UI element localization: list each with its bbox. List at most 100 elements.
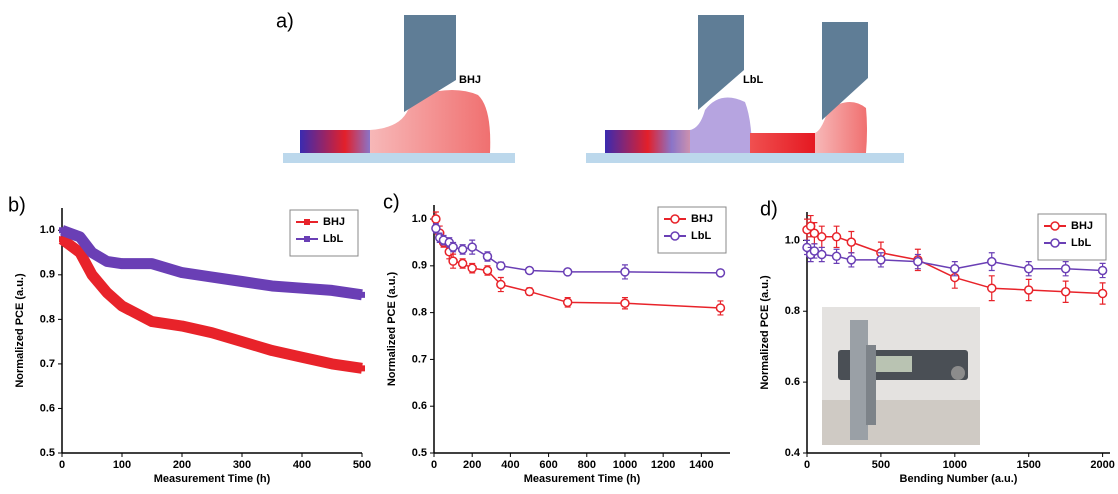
marker [209, 274, 215, 281]
marker [329, 287, 335, 294]
x-tick-label: 1200 [651, 459, 675, 471]
x-tick-label: 2000 [1090, 459, 1114, 471]
marker [1023, 263, 1034, 274]
x-tick-label: 500 [872, 459, 890, 471]
x-tick-label: 100 [113, 459, 131, 471]
marker [65, 229, 71, 236]
y-tick-label: 0.7 [40, 358, 55, 370]
panel-label: c) [383, 191, 400, 213]
film [750, 133, 825, 153]
marker [104, 258, 110, 265]
y-tick-label: 0.9 [40, 269, 55, 281]
substrate [283, 153, 515, 163]
marker [1060, 263, 1071, 274]
y-tick-label: 0.6 [40, 402, 55, 414]
marker [620, 298, 630, 309]
marker [524, 265, 535, 276]
legend-label: BHJ [323, 216, 345, 228]
marker [77, 233, 83, 240]
marker [1060, 286, 1071, 297]
y-tick-label: 0.8 [412, 307, 427, 319]
marker [179, 269, 185, 276]
x-tick-label: 400 [501, 459, 519, 471]
marker [149, 318, 155, 325]
marker [496, 279, 506, 290]
marker [89, 249, 95, 256]
legend-marker [670, 214, 680, 224]
x-tick-label: 800 [578, 459, 596, 471]
marker [359, 291, 365, 298]
marker [329, 360, 335, 367]
marker [448, 242, 458, 252]
x-tick-label: 0 [431, 459, 437, 471]
marker [846, 237, 857, 247]
marker [65, 240, 71, 247]
marker [179, 323, 185, 330]
marker [715, 268, 726, 278]
marker [467, 242, 477, 252]
marker [809, 228, 820, 239]
y-tick-label: 0.9 [412, 260, 427, 272]
marker [448, 256, 458, 266]
blade [404, 15, 456, 112]
marker [119, 260, 125, 267]
legend-label: LbL [691, 230, 711, 242]
marker [846, 255, 857, 265]
marker [431, 214, 441, 224]
marker [431, 223, 441, 234]
y-tick-label: 0.5 [40, 447, 55, 459]
legend-label: LbL [323, 233, 343, 245]
legend-marker [1050, 221, 1060, 231]
marker [457, 244, 468, 255]
marker [239, 278, 245, 285]
marker [359, 365, 365, 372]
marker [817, 249, 827, 260]
marker [831, 251, 842, 262]
legend-marker [1050, 238, 1060, 248]
marker [269, 282, 275, 289]
marker [89, 271, 95, 278]
schematic: a) BHJ LbL [276, 10, 904, 163]
legend-label: BHJ [1071, 220, 1093, 232]
blade [698, 15, 744, 110]
x-tick-label: 200 [173, 459, 191, 471]
marker [209, 329, 215, 336]
marker [59, 236, 65, 243]
marker [119, 303, 125, 309]
x-axis-title: Bending Number (a.u.) [900, 473, 1018, 485]
marker [467, 263, 477, 273]
marker [457, 258, 468, 269]
marker [299, 285, 305, 292]
marker [299, 354, 305, 361]
marker [59, 227, 65, 234]
marker [1023, 285, 1034, 295]
x-tick-label: 400 [293, 459, 311, 471]
y-axis-title: Normalized PCE (a.u.) [14, 273, 26, 388]
marker [950, 263, 960, 274]
x-tick-label: 1000 [943, 459, 967, 471]
legend-label: LbL [1071, 237, 1091, 249]
legend-marker [304, 219, 310, 225]
marker [1097, 265, 1108, 276]
marker [562, 297, 573, 308]
marker [620, 267, 630, 277]
x-tick-label: 500 [353, 459, 371, 471]
marker [104, 289, 110, 296]
marker [149, 260, 155, 267]
x-tick-label: 1400 [689, 459, 713, 471]
marker [482, 265, 493, 276]
y-tick-label: 0.7 [412, 353, 427, 365]
marker [496, 261, 506, 271]
legend-box [289, 209, 359, 257]
photo-inset [822, 307, 980, 445]
marker [562, 267, 573, 277]
legend-box [1037, 213, 1107, 261]
x-tick-label: 200 [463, 459, 481, 471]
meniscus [370, 90, 491, 153]
x-axis-title: Measurement Time (h) [524, 473, 641, 485]
y-tick-label: 0.6 [785, 376, 800, 388]
marker [831, 232, 842, 242]
panel-label: d) [760, 198, 778, 220]
marker [817, 232, 827, 242]
series-line [58, 234, 363, 374]
